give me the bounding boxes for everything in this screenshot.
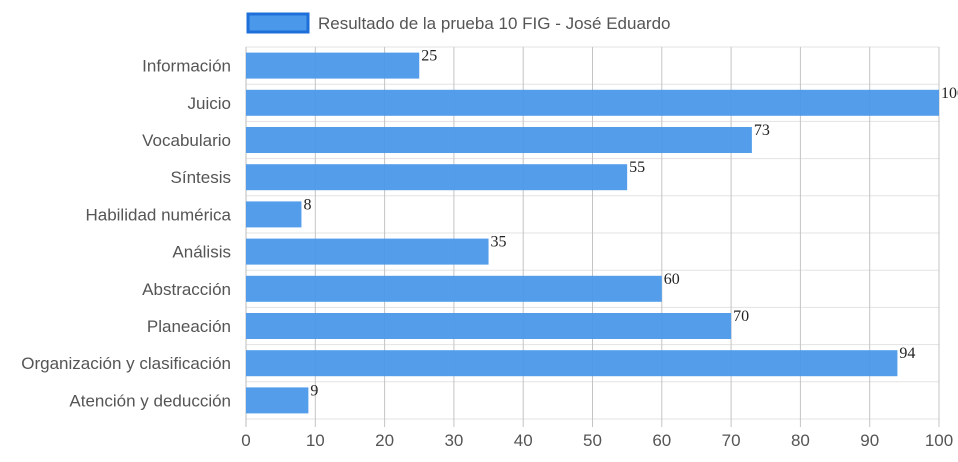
category-label: Información bbox=[142, 57, 231, 76]
bars bbox=[246, 52, 939, 414]
data-labels: 25 100 73 55 8 35 60 70 94 9 bbox=[303, 48, 958, 400]
x-tick-label: 0 bbox=[241, 431, 250, 450]
category-label: Análisis bbox=[172, 243, 231, 262]
data-label: 60 bbox=[664, 271, 680, 288]
bar[interactable] bbox=[246, 89, 939, 116]
category-label: Síntesis bbox=[171, 168, 231, 187]
category-labels: Información Juicio Vocabulario Síntesis Habi… bbox=[21, 57, 231, 411]
x-tick-label: 30 bbox=[444, 431, 463, 450]
x-tick-label: 10 bbox=[306, 431, 325, 450]
category-label: Planeación bbox=[147, 317, 231, 336]
category-label: Atención y deducción bbox=[69, 391, 231, 410]
x-tick-label: 50 bbox=[583, 431, 602, 450]
data-label: 35 bbox=[491, 234, 507, 251]
category-label: Organización y clasificación bbox=[21, 354, 231, 373]
category-label: Abstracción bbox=[142, 280, 231, 299]
x-tick-label: 90 bbox=[860, 431, 879, 450]
data-label: 70 bbox=[733, 308, 749, 325]
legend-swatch[interactable] bbox=[246, 12, 310, 34]
bar[interactable] bbox=[246, 387, 309, 414]
data-label: 8 bbox=[303, 196, 311, 213]
bar[interactable] bbox=[246, 127, 752, 153]
x-tick-label: 60 bbox=[652, 431, 671, 450]
category-label: Juicio bbox=[188, 94, 231, 113]
bar[interactable] bbox=[246, 164, 628, 191]
x-tick-label: 70 bbox=[722, 431, 741, 450]
x-tick-label: 40 bbox=[514, 431, 533, 450]
data-label: 9 bbox=[310, 382, 318, 399]
data-label: 94 bbox=[899, 345, 915, 362]
x-tick-label: 100 bbox=[925, 431, 953, 450]
x-tick-label: 80 bbox=[791, 431, 810, 450]
legend-label[interactable]: Resultado de la prueba 10 FIG - José Edu… bbox=[318, 14, 671, 33]
category-label: Habilidad numérica bbox=[85, 205, 231, 224]
data-label: 55 bbox=[629, 159, 645, 176]
bar[interactable] bbox=[246, 350, 898, 377]
data-label: 73 bbox=[754, 122, 770, 139]
bar[interactable] bbox=[246, 313, 732, 339]
category-label: Vocabulario bbox=[142, 131, 231, 150]
x-axis-tick-labels: 0 10 20 30 40 50 60 70 80 90 100 bbox=[241, 431, 953, 450]
bar[interactable] bbox=[246, 52, 420, 79]
bar[interactable] bbox=[246, 238, 489, 265]
legend[interactable]: Resultado de la prueba 10 FIG - José Edu… bbox=[246, 12, 671, 34]
data-label: 25 bbox=[421, 48, 437, 65]
x-tick-label: 20 bbox=[375, 431, 394, 450]
bar[interactable] bbox=[246, 201, 302, 228]
bar[interactable] bbox=[246, 275, 662, 302]
data-label: 100 bbox=[941, 85, 958, 102]
